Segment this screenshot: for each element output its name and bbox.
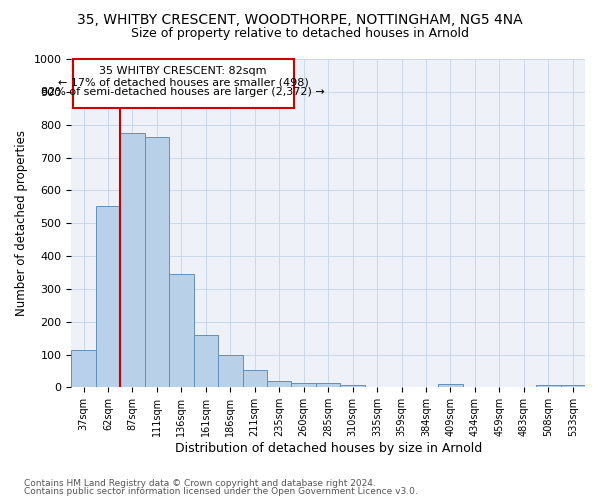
Text: 82% of semi-detached houses are larger (2,372) →: 82% of semi-detached houses are larger (…	[41, 87, 325, 97]
X-axis label: Distribution of detached houses by size in Arnold: Distribution of detached houses by size …	[175, 442, 482, 455]
Bar	[242, 370, 267, 388]
Bar	[316, 383, 340, 388]
Text: Size of property relative to detached houses in Arnold: Size of property relative to detached ho…	[131, 28, 469, 40]
FancyBboxPatch shape	[73, 59, 294, 108]
Bar	[120, 133, 145, 388]
Bar	[438, 384, 463, 388]
Bar	[145, 137, 169, 388]
Bar	[560, 384, 585, 388]
Bar	[169, 274, 194, 388]
Text: 35, WHITBY CRESCENT, WOODTHORPE, NOTTINGHAM, NG5 4NA: 35, WHITBY CRESCENT, WOODTHORPE, NOTTING…	[77, 12, 523, 26]
Bar	[96, 206, 120, 388]
Y-axis label: Number of detached properties: Number of detached properties	[15, 130, 28, 316]
Bar	[536, 384, 560, 388]
Bar	[340, 384, 365, 388]
Bar	[218, 356, 242, 388]
Bar	[267, 381, 292, 388]
Text: ← 17% of detached houses are smaller (498): ← 17% of detached houses are smaller (49…	[58, 77, 308, 87]
Text: Contains public sector information licensed under the Open Government Licence v3: Contains public sector information licen…	[24, 487, 418, 496]
Bar	[194, 335, 218, 388]
Bar	[71, 350, 96, 388]
Bar	[292, 383, 316, 388]
Text: Contains HM Land Registry data © Crown copyright and database right 2024.: Contains HM Land Registry data © Crown c…	[24, 478, 376, 488]
Text: 35 WHITBY CRESCENT: 82sqm: 35 WHITBY CRESCENT: 82sqm	[100, 66, 267, 76]
